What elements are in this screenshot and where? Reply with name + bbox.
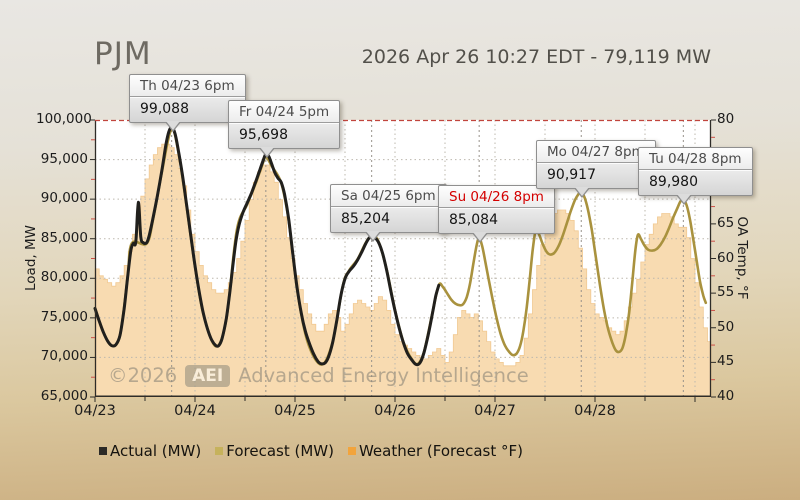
y-right-tick-label: 50 (717, 318, 735, 335)
x-tick-label: 04/27 (474, 403, 516, 419)
chart-legend: Actual (MW) Forecast (MW) Weather (Forecas… (99, 442, 523, 460)
chart-callout: Sa 04/25 6pm 85,204 (330, 184, 447, 242)
callout-value: 95,698 (239, 127, 288, 143)
callout-title: Sa 04/25 6pm (331, 185, 446, 207)
callout-value: 85,204 (341, 211, 390, 227)
y-right-tick-label: 80 (717, 111, 735, 127)
y-right-tick-label: 65 (717, 214, 735, 231)
callout-arrow (575, 187, 590, 196)
callout-arrow (473, 232, 488, 241)
callout-value: 85,084 (449, 212, 498, 228)
watermark-name: Advanced Energy Intelligence (238, 364, 529, 387)
callout-arrow (365, 231, 380, 240)
y-left-tick-label: 75,000 (40, 308, 88, 325)
callout-arrow (259, 147, 274, 156)
x-tick-label: 04/26 (374, 403, 416, 419)
x-tick-label: 04/24 (174, 403, 216, 419)
chart-callout: Su 04/26 8pm 85,084 (438, 185, 555, 243)
header-datetime: 2026 Apr 26 10:27 EDT - 79,119 MW (361, 46, 711, 68)
callout-arrow (677, 194, 692, 203)
legend-swatch-icon (215, 447, 224, 455)
callout-title: Tu 04/28 8pm (639, 148, 752, 170)
y-left-axis-title: Load, MW (23, 225, 39, 291)
chart-callout: Mo 04/27 8pm 90,917 (536, 140, 656, 198)
y-right-tick-label: 45 (717, 353, 735, 370)
callout-title: Su 04/26 8pm (439, 186, 554, 208)
y-right-tick-label: 60 (717, 249, 735, 266)
y-left-tick-label: 80,000 (40, 269, 88, 286)
page-title: PJM (94, 36, 152, 72)
y-left-tick-label: 70,000 (40, 348, 88, 365)
legend-swatch-icon (347, 447, 356, 455)
y-right-tick-label: 40 (717, 388, 735, 404)
legend-label: Actual (MW) (110, 442, 202, 460)
y-left-tick-label: 65,000 (40, 388, 88, 404)
legend-swatch-icon (99, 447, 107, 455)
callout-value: 90,917 (547, 167, 596, 183)
legend-item[interactable]: Weather (Forecast °F) (347, 442, 523, 460)
watermark-copyright: ©2026 (108, 364, 178, 387)
callout-value: 99,088 (140, 101, 189, 117)
callout-title: Fr 04/24 5pm (229, 101, 340, 123)
y-left-tick-label: 100,000 (36, 111, 92, 127)
watermark: ©2026 AEI Advanced Energy Intelligence (108, 364, 529, 387)
chart-callout: Fr 04/24 5pm 95,698 (228, 100, 341, 158)
y-left-tick-label: 95,000 (40, 150, 88, 167)
chart-callout: Tu 04/28 8pm 89,980 (638, 147, 753, 205)
x-tick-label: 04/28 (574, 403, 616, 419)
callout-value: 89,980 (649, 174, 698, 190)
callout-title: Th 04/23 6pm (130, 75, 245, 97)
legend-item[interactable]: Forecast (MW) (215, 442, 334, 460)
legend-item[interactable]: Actual (MW) (99, 442, 201, 460)
legend-label: Forecast (MW) (226, 442, 334, 460)
legend-label: Weather (Forecast °F) (358, 442, 523, 460)
y-right-tick-label: 55 (717, 284, 735, 301)
callout-arrow (165, 121, 180, 130)
x-tick-label: 04/25 (274, 403, 316, 419)
chart-callout: Th 04/23 6pm 99,088 (129, 74, 246, 132)
watermark-logo-badge: AEI (185, 364, 231, 387)
y-left-tick-label: 90,000 (40, 190, 88, 207)
callout-title: Mo 04/27 8pm (537, 141, 655, 163)
x-tick-label: 04/23 (74, 403, 116, 419)
y-left-tick-label: 85,000 (40, 229, 88, 246)
